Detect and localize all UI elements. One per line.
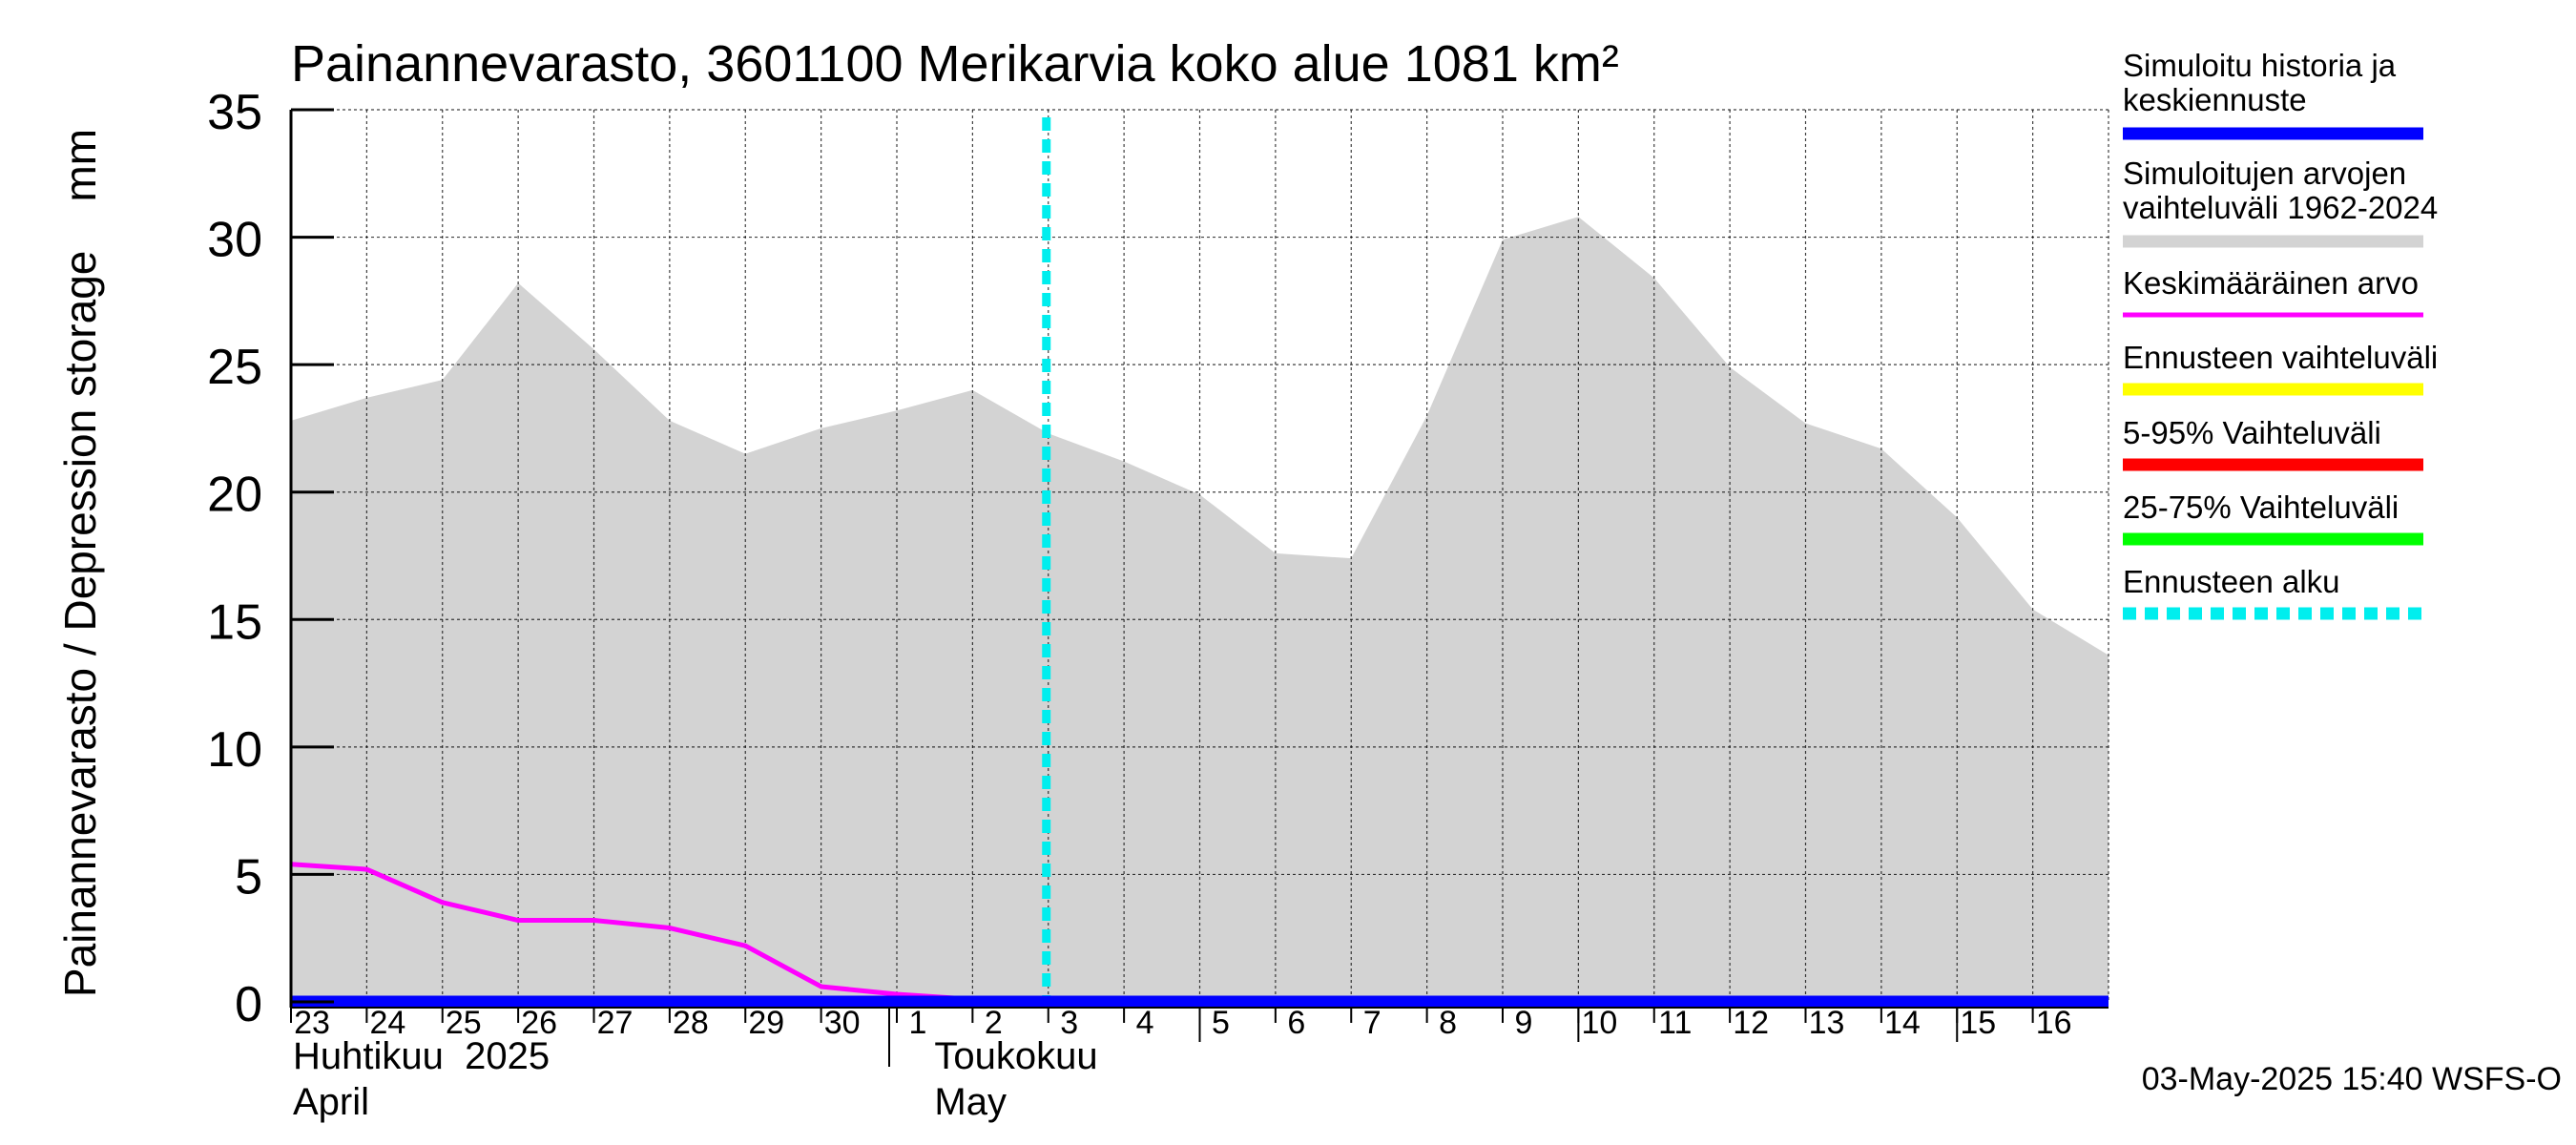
x-tick-label: 27 [597, 1005, 634, 1041]
x-tick-label: 12 [1733, 1005, 1769, 1041]
chart-title: Painannevarasto, 3601100 Merikarvia koko… [291, 35, 1619, 93]
x-tick-label: 25 [446, 1005, 482, 1041]
month-label-en: May [934, 1081, 1007, 1123]
series-layer [290, 117, 2109, 1009]
y-tick-label: 0 [235, 977, 262, 1032]
x-tick-label: 14 [1884, 1005, 1921, 1041]
x-tick-label: 1 [909, 1005, 927, 1041]
y-tick-label: 10 [207, 722, 262, 778]
month-label-en: April [293, 1081, 369, 1123]
x-tick-label: 29 [748, 1005, 784, 1041]
legend-label: Ennusteen alku [2123, 564, 2340, 599]
x-tick-label: 5 [1212, 1005, 1230, 1041]
x-tick-label: 11 [1658, 1005, 1692, 1041]
x-tick-label: 3 [1060, 1005, 1078, 1041]
legend-label: Simuloitu historia ja keskiennuste [2123, 48, 2397, 117]
legend-label: Ennusteen vaihteluväli [2123, 340, 2438, 375]
x-tick-label: 24 [369, 1005, 405, 1041]
x-tick-label: 2 [985, 1005, 1003, 1041]
y-tick-label: 35 [207, 85, 262, 140]
x-tick-label: 30 [824, 1005, 861, 1041]
x-tick-label: 28 [673, 1005, 709, 1041]
month-label-fi: Toukokuu [934, 1035, 1097, 1077]
y-axis-label: Painannevarasto / Depression storage mm [55, 129, 105, 997]
x-tick-label: 8 [1439, 1005, 1457, 1041]
legend-label: Keskimääräinen arvo [2123, 265, 2419, 301]
x-tick-label: 10 [1581, 1005, 1617, 1041]
y-tick-label: 30 [207, 213, 262, 268]
x-tick-label: 15 [1960, 1005, 1996, 1041]
x-tick-label: 26 [521, 1005, 557, 1041]
x-tick-label: 4 [1136, 1005, 1154, 1041]
x-tick-label: 13 [1809, 1005, 1845, 1041]
legend-label: 5-95% Vaihteluväli [2123, 415, 2381, 450]
x-tick-label: 23 [294, 1005, 330, 1041]
x-tick-label: 9 [1515, 1005, 1533, 1041]
y-tick-label: 25 [207, 340, 262, 395]
month-label-fi: Huhtikuu 2025 [293, 1035, 550, 1077]
timestamp-footer: 03-May-2025 15:40 WSFS-O [2142, 1061, 2562, 1097]
legend-label: Simuloitujen arvojen vaihteluväli 1962-20… [2123, 156, 2438, 225]
x-tick-label: 16 [2036, 1005, 2072, 1041]
x-tick-label: 6 [1287, 1005, 1305, 1041]
y-tick-label: 20 [207, 468, 262, 523]
legend: Simuloitu historia ja keskiennuste Simuloi… [2123, 48, 2438, 620]
x-tick-label: 7 [1363, 1005, 1381, 1041]
y-tick-label: 15 [207, 594, 262, 650]
legend-label: 25-75% Vaihteluväli [2123, 489, 2399, 525]
y-tick-label: 5 [235, 849, 262, 905]
